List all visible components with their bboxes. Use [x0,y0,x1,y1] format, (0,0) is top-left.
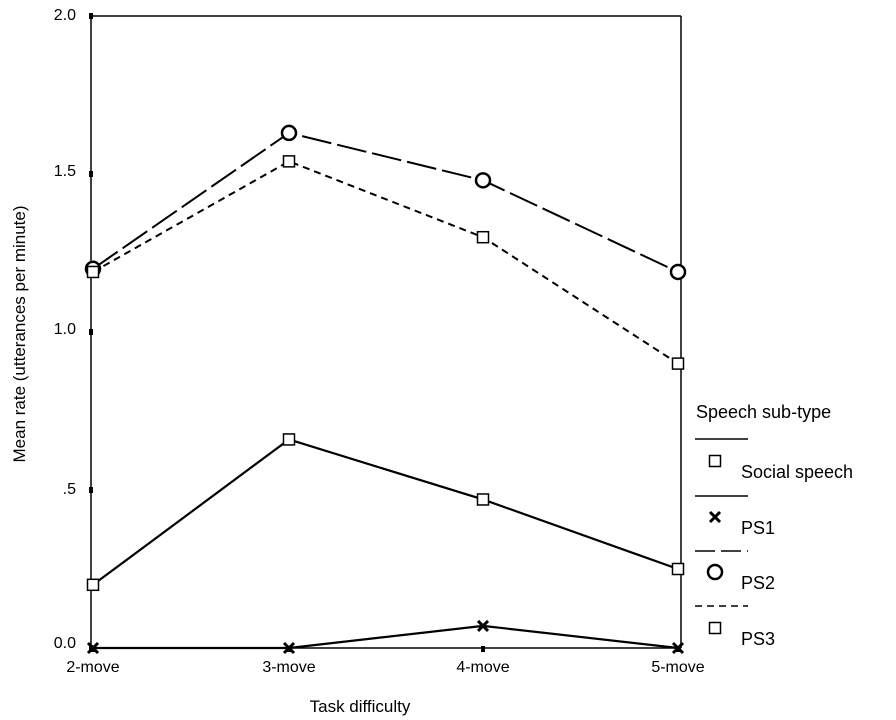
x-tick-label: 5-move [651,659,704,676]
x-tick-mark [481,646,485,652]
series-line-ps1 [93,624,679,650]
data-point-ps3 [476,230,490,244]
series-line-ps2 [92,131,679,273]
data-point-ps3 [671,357,685,370]
series-markers [84,124,687,655]
legend-label-social-speech: Social speech [741,462,853,482]
data-point-ps1 [671,641,685,655]
series-lines [92,131,679,650]
legend-title: Speech sub-type [696,402,831,422]
data-point-ps1 [476,619,490,632]
data-point-social-speech [86,578,100,592]
data-point-ps3 [86,265,100,279]
y-tick-label: 1.0 [54,321,76,338]
x-tick-label: 4-move [456,659,509,676]
legend-label-ps1: PS1 [741,518,775,538]
legend-marker-ps3 [708,621,722,635]
legend-marker-ps1 [708,510,722,524]
y-axis-title: Mean rate (utterances per minute) [10,205,29,462]
y-tick-label: 0.0 [54,635,76,652]
legend-marker-social-speech [708,454,722,468]
data-point-ps1 [86,641,100,655]
data-point-ps2 [669,263,687,281]
x-tick-label: 2-move [66,659,119,676]
y-tick-label: .5 [63,481,76,498]
data-point-social-speech [476,493,490,506]
data-point-ps2 [474,172,492,189]
y-tick-mark [89,487,93,493]
x-axis-title: Task difficulty [310,697,411,716]
data-point-ps1 [282,641,296,655]
legend-label-ps3: PS3 [741,629,775,649]
series-line-ps3 [92,160,679,365]
data-point-social-speech [282,433,296,446]
series-line-social-speech [92,438,679,586]
data-point-ps2 [280,124,298,142]
legend: Speech sub-type Social speech PS1 PS2 PS3 [695,402,853,649]
data-point-social-speech [671,562,685,576]
y-tick-mark [89,13,93,19]
y-tick-mark [89,171,93,177]
axis-ticks [89,13,680,652]
legend-label-ps2: PS2 [741,573,775,593]
y-tick-label: 1.5 [54,163,76,180]
y-tick-label: 2.0 [54,7,76,24]
legend-marker-ps2 [706,563,724,581]
data-point-ps3 [282,155,296,168]
y-tick-mark [89,329,93,335]
x-tick-label: 3-move [262,659,315,676]
